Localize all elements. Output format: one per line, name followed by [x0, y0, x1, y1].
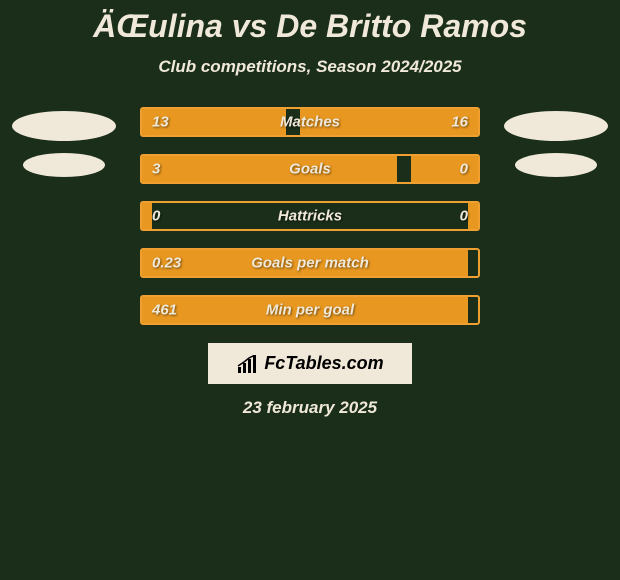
- stat-bar-row: 0.23 Goals per match: [140, 248, 480, 278]
- main-container: ÄŒulina vs De Britto Ramos Club competit…: [0, 0, 620, 418]
- ellipse-shape: [515, 153, 597, 177]
- stat-value-right: 16: [451, 114, 468, 131]
- brand-text: FcTables.com: [264, 353, 383, 374]
- bar-fill-left: [142, 203, 152, 229]
- stat-bar-row: 461 Min per goal: [140, 295, 480, 325]
- stats-bars: 13 Matches 16 3 Goals 0 0 Hattricks 0 0.23 Goals p…: [140, 107, 480, 325]
- stat-bar-row: 13 Matches 16: [140, 107, 480, 137]
- comparison-area: 13 Matches 16 3 Goals 0 0 Hattricks 0 0.23 Goals p…: [0, 107, 620, 325]
- stat-value-left: 3: [152, 161, 160, 178]
- brand-box: FcTables.com: [208, 343, 411, 384]
- subtitle: Club competitions, Season 2024/2025: [0, 57, 620, 77]
- page-title: ÄŒulina vs De Britto Ramos: [0, 8, 620, 45]
- ellipse-shape: [23, 153, 105, 177]
- stat-value-left: 13: [152, 114, 169, 131]
- stat-label: Min per goal: [266, 302, 354, 319]
- right-team-logo: [504, 107, 608, 177]
- ellipse-shape: [504, 111, 608, 141]
- bar-fill-left: [142, 156, 397, 182]
- stat-label: Goals: [289, 161, 331, 178]
- stat-label: Matches: [280, 114, 340, 131]
- stat-value-left: 0.23: [152, 255, 181, 272]
- left-team-logo: [12, 107, 116, 177]
- stat-bar-row: 3 Goals 0: [140, 154, 480, 184]
- date-text: 23 february 2025: [243, 398, 377, 418]
- stat-value-right: 0: [460, 161, 468, 178]
- chart-icon: [236, 355, 258, 373]
- stat-value-right: 0: [460, 208, 468, 225]
- stat-label: Hattricks: [278, 208, 342, 225]
- stat-label: Goals per match: [251, 255, 369, 272]
- stat-value-left: 0: [152, 208, 160, 225]
- bar-fill-right: [468, 203, 478, 229]
- stat-bar-row: 0 Hattricks 0: [140, 201, 480, 231]
- ellipse-shape: [12, 111, 116, 141]
- footer: FcTables.com 23 february 2025: [0, 343, 620, 418]
- stat-value-left: 461: [152, 302, 177, 319]
